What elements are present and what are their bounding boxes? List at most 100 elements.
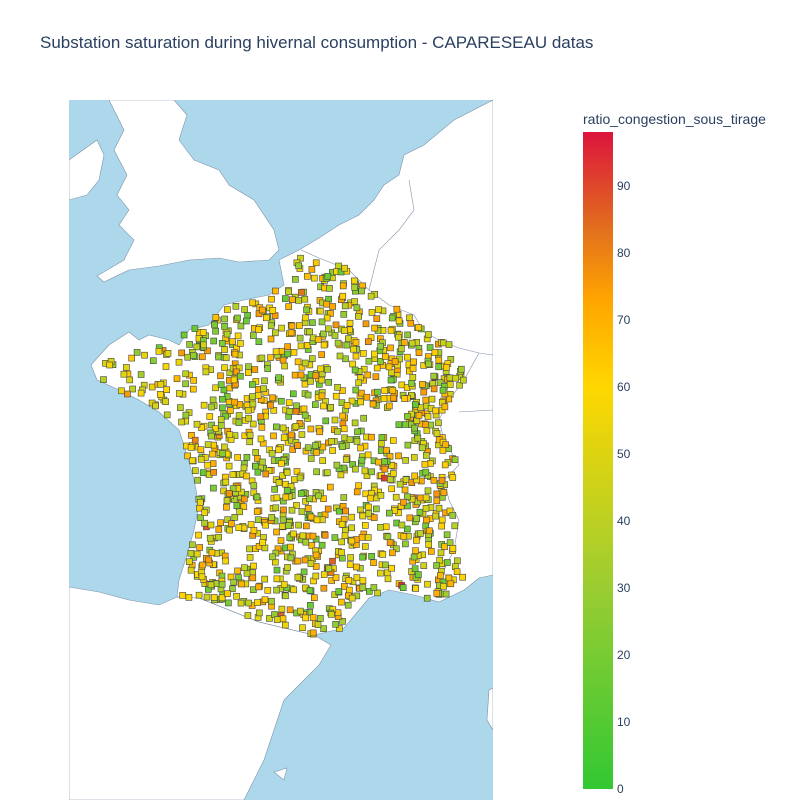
substation-marker[interactable] [402,421,409,428]
substation-marker[interactable] [231,398,238,406]
substation-marker[interactable] [404,413,411,420]
substation-marker[interactable] [255,583,262,591]
substation-marker[interactable] [218,340,226,347]
substation-marker[interactable] [351,298,358,305]
substation-marker[interactable] [358,456,366,464]
substation-marker[interactable] [342,355,349,363]
substation-marker[interactable] [446,374,454,382]
substation-marker[interactable] [241,495,248,503]
substation-marker[interactable] [234,332,242,340]
substation-marker[interactable] [435,363,443,371]
substation-marker[interactable] [422,396,430,404]
substation-marker[interactable] [273,494,281,502]
substation-marker[interactable] [271,485,278,493]
substation-marker[interactable] [290,530,297,538]
substation-marker[interactable] [269,394,276,402]
substation-marker[interactable] [456,381,463,389]
substation-marker[interactable] [324,505,332,513]
substation-marker[interactable] [218,580,226,588]
substation-marker[interactable] [296,474,304,482]
substation-marker[interactable] [286,534,294,542]
substation-marker[interactable] [250,482,258,489]
substation-marker[interactable] [460,376,467,384]
map-panel[interactable] [69,100,493,800]
substation-marker[interactable] [129,385,136,393]
substation-marker[interactable] [199,353,206,361]
substation-marker[interactable] [229,338,236,345]
substation-marker[interactable] [199,329,207,336]
substation-marker[interactable] [331,534,339,541]
substation-marker[interactable] [452,374,460,382]
substation-marker[interactable] [193,550,201,558]
substation-marker[interactable] [210,484,217,492]
substation-marker[interactable] [382,561,389,569]
substation-marker[interactable] [284,564,291,571]
substation-marker[interactable] [423,594,431,602]
substation-marker[interactable] [318,541,326,549]
substation-marker[interactable] [233,368,240,376]
substation-marker[interactable] [312,259,320,267]
substation-marker[interactable] [415,571,422,578]
substation-marker[interactable] [162,398,169,406]
substation-marker[interactable] [384,575,392,583]
substation-marker[interactable] [258,354,266,362]
substation-marker[interactable] [292,407,300,415]
substation-marker[interactable] [337,268,345,276]
substation-marker[interactable] [209,450,216,458]
substation-marker[interactable] [298,508,306,515]
substation-marker[interactable] [249,574,257,582]
substation-marker[interactable] [388,485,396,493]
substation-marker[interactable] [430,385,438,393]
substation-marker[interactable] [459,573,467,581]
substation-marker[interactable] [346,436,354,444]
substation-marker[interactable] [390,470,397,477]
substation-marker[interactable] [392,493,400,501]
substation-marker[interactable] [283,487,291,494]
substation-marker[interactable] [387,344,394,352]
substation-marker[interactable] [219,450,226,457]
substation-marker[interactable] [417,494,424,502]
substation-marker[interactable] [200,401,208,409]
substation-marker[interactable] [243,317,250,325]
substation-marker[interactable] [329,303,336,310]
substation-marker[interactable] [197,498,204,506]
substation-marker[interactable] [280,506,287,514]
substation-marker[interactable] [222,478,230,486]
substation-marker[interactable] [332,620,339,628]
substation-marker[interactable] [210,441,217,449]
map[interactable] [69,100,493,800]
substation-marker[interactable] [275,374,282,382]
substation-marker[interactable] [406,514,414,522]
substation-marker[interactable] [377,491,385,499]
substation-marker[interactable] [427,548,435,555]
substation-marker[interactable] [436,379,444,386]
substation-marker[interactable] [297,342,305,350]
substation-marker[interactable] [372,505,380,513]
substation-marker[interactable] [302,538,310,546]
substation-marker[interactable] [295,262,302,270]
substation-marker[interactable] [297,254,304,262]
substation-marker[interactable] [234,567,241,575]
substation-marker[interactable] [268,295,275,303]
substation-marker[interactable] [292,422,300,430]
substation-marker[interactable] [278,347,285,355]
substation-marker[interactable] [296,334,304,342]
substation-marker[interactable] [359,584,367,591]
substation-marker[interactable] [422,522,430,530]
substation-marker[interactable] [195,531,202,539]
substation-marker[interactable] [412,585,420,592]
substation-marker[interactable] [425,541,433,548]
substation-marker[interactable] [445,574,453,582]
substation-marker[interactable] [387,376,395,384]
substation-marker[interactable] [272,348,280,355]
substation-marker[interactable] [313,516,321,524]
substation-marker[interactable] [215,353,222,361]
substation-marker[interactable] [187,444,195,451]
substation-marker[interactable] [320,341,328,349]
substation-marker[interactable] [249,420,257,428]
substation-marker[interactable] [254,516,262,524]
substation-marker[interactable] [392,545,400,553]
substation-marker[interactable] [417,404,425,412]
substation-marker[interactable] [261,377,268,385]
substation-marker[interactable] [229,471,237,478]
